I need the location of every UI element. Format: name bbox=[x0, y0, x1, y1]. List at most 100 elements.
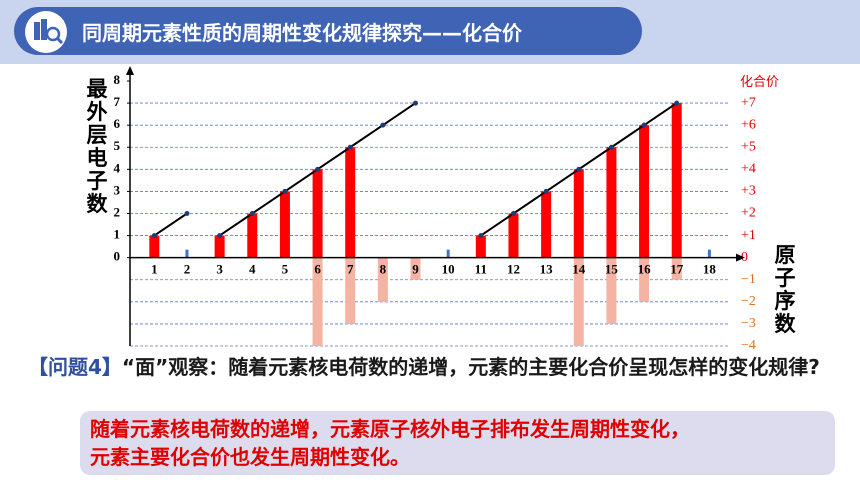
icon-lens bbox=[45, 26, 61, 42]
point bbox=[217, 233, 223, 239]
x-tick-label: 12 bbox=[507, 262, 520, 277]
icon-book bbox=[34, 22, 40, 40]
y2-tick-label: −4 bbox=[741, 338, 756, 353]
y2-tick-label: −1 bbox=[741, 272, 756, 287]
bar bbox=[606, 257, 617, 324]
answer-box: 随着元素核电荷数的递增，元素原子核外电子排布发生周期性变化， 元素主要化合价也发… bbox=[80, 411, 835, 475]
bar bbox=[573, 169, 584, 258]
y-tick-label: 6 bbox=[114, 116, 121, 131]
title: 同周期元素性质的周期性变化规律探究——化合价 bbox=[82, 21, 522, 45]
point bbox=[543, 188, 549, 194]
y-tick-label: 2 bbox=[114, 204, 121, 219]
x-tick-label: 1 bbox=[151, 262, 158, 277]
x-tick-label: 14 bbox=[572, 262, 586, 277]
zero-marker bbox=[446, 249, 450, 258]
bar bbox=[508, 213, 519, 258]
line bbox=[153, 212, 188, 237]
icon-handle bbox=[55, 36, 64, 45]
y2-tick-label: +2 bbox=[741, 206, 756, 221]
y2-tick-label: +4 bbox=[741, 162, 756, 177]
bar bbox=[312, 257, 323, 346]
point bbox=[510, 211, 516, 216]
x-tick-label: 15 bbox=[605, 262, 619, 277]
bar bbox=[671, 257, 682, 280]
bar bbox=[541, 191, 552, 258]
point bbox=[249, 211, 255, 216]
bar bbox=[247, 213, 258, 258]
y2-tick-label: +1 bbox=[741, 228, 756, 243]
bar bbox=[639, 257, 650, 302]
y-tick-label: 4 bbox=[114, 160, 121, 175]
x-tick-label: 18 bbox=[703, 262, 717, 277]
bar bbox=[410, 257, 421, 280]
bar bbox=[475, 235, 486, 258]
answer-line: 元素主要化合价也发生周期性变化。 bbox=[90, 445, 410, 469]
y2-tick-label: −3 bbox=[741, 316, 756, 331]
y2-tick-label: +3 bbox=[741, 184, 756, 199]
point bbox=[608, 144, 614, 150]
answer-line: 随着元素核电荷数的递增，元素原子核外电子排布发生周期性变化， bbox=[90, 417, 690, 441]
x-tick-label: 16 bbox=[638, 262, 652, 277]
bar bbox=[312, 169, 323, 258]
bar bbox=[149, 235, 160, 258]
zero-marker bbox=[707, 249, 711, 258]
y2-tick-label: 0 bbox=[741, 250, 748, 265]
x-axis-arrow bbox=[736, 253, 745, 262]
x-tick-label: 5 bbox=[282, 262, 289, 277]
point bbox=[347, 144, 353, 150]
bar bbox=[606, 147, 617, 258]
point bbox=[380, 122, 386, 128]
bar bbox=[279, 191, 290, 258]
point bbox=[151, 233, 157, 239]
x-tick-label: 13 bbox=[540, 262, 554, 277]
x-tick-label: 10 bbox=[442, 262, 455, 277]
y-tick-label: 1 bbox=[114, 227, 121, 242]
x-tick-label: 9 bbox=[412, 262, 419, 277]
question: 【问题4】“面”观察：随着元素核电荷数的递增，元素的主要化合价呈现怎样的变化规律… bbox=[28, 352, 840, 382]
y-tick-label: 5 bbox=[114, 138, 121, 153]
title-pill bbox=[14, 7, 642, 55]
y-tick-label: 3 bbox=[114, 182, 121, 197]
point bbox=[315, 166, 321, 172]
x-tick-label: 2 bbox=[184, 262, 191, 277]
x-tick-label: 3 bbox=[216, 262, 223, 277]
icon bbox=[25, 11, 67, 53]
point bbox=[478, 233, 484, 239]
y2-axis-title: 化合价 bbox=[740, 75, 780, 90]
bar bbox=[345, 147, 356, 258]
zero-marker bbox=[185, 249, 189, 258]
x-axis-title: 原子序数 bbox=[774, 243, 796, 336]
x-tick-label: 8 bbox=[380, 262, 387, 277]
y-tick-label: 7 bbox=[114, 94, 121, 109]
y2-tick-label: −2 bbox=[741, 294, 756, 309]
point bbox=[641, 122, 647, 128]
y2-tick-label: +6 bbox=[741, 117, 756, 132]
point bbox=[184, 211, 190, 216]
x-tick-label: 6 bbox=[314, 262, 321, 277]
y-tick-label: 0 bbox=[114, 249, 121, 264]
bar bbox=[573, 257, 584, 346]
point bbox=[413, 100, 419, 106]
y-axis-arrow bbox=[126, 66, 134, 75]
point bbox=[674, 100, 680, 106]
y-axis-title: 最外层电子数 bbox=[86, 77, 108, 216]
y2-tick-label: +7 bbox=[741, 95, 756, 110]
question-text: “面”观察：随着元素核电荷数的递增，元素的主要化合价呈现怎样的变化规律? bbox=[121, 355, 820, 379]
y-tick-label: 8 bbox=[114, 72, 121, 87]
icon-book bbox=[41, 19, 47, 40]
point bbox=[282, 188, 288, 194]
x-tick-label: 7 bbox=[347, 262, 354, 277]
bar bbox=[639, 125, 650, 258]
y2-tick-label: +5 bbox=[741, 139, 756, 154]
x-tick-label: 11 bbox=[475, 262, 487, 277]
question-label: 【问题4】 bbox=[28, 355, 122, 379]
bar bbox=[377, 257, 388, 302]
x-tick-label: 4 bbox=[249, 262, 256, 277]
point bbox=[576, 166, 582, 172]
bar bbox=[214, 235, 225, 258]
bar bbox=[671, 103, 682, 258]
bar bbox=[345, 257, 356, 324]
x-tick-label: 17 bbox=[670, 262, 684, 277]
